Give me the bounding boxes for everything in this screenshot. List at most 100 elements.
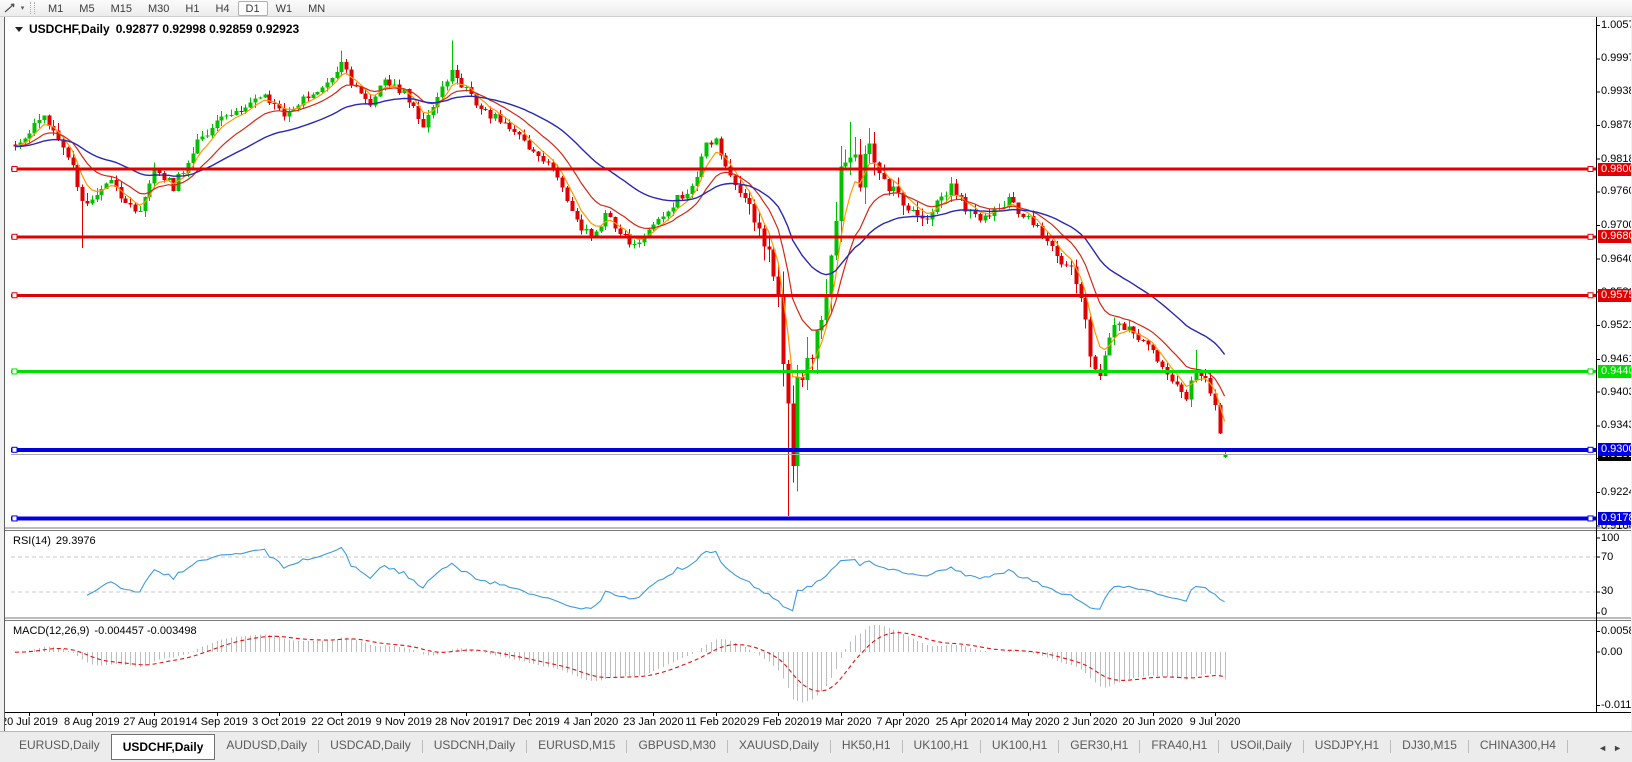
- timeframe-button-m15[interactable]: M15: [110, 2, 132, 15]
- date-axis-label: 20 Jul 2019: [4, 716, 58, 728]
- macd-axis-tick: -0.0115: [1601, 699, 1631, 711]
- rsi-value: 29.3976: [55, 535, 96, 547]
- date-axis-label: 9 Nov 2019: [375, 716, 432, 728]
- timeframe-button-h1[interactable]: H1: [185, 2, 200, 15]
- date-axis-label: 27 Aug 2019: [123, 716, 186, 728]
- tab-scroll-arrows: ◄ ►: [1598, 743, 1622, 753]
- price-axis-tick: 0.96400: [1601, 252, 1631, 265]
- line-price-label: 0.96800: [1598, 230, 1631, 244]
- price-axis-tick: 0.99385: [1601, 85, 1631, 98]
- tab-separator: [901, 739, 903, 753]
- chart-tab-ger30-h1[interactable]: GER30,H1: [1070, 738, 1129, 752]
- tab-separator: [1390, 739, 1392, 753]
- chart-tab-eurusd-m15[interactable]: EURUSD,M15: [538, 738, 616, 752]
- rsi-axis-tick: 100: [1601, 532, 1620, 544]
- chart-tab-china300-h4[interactable]: CHINA300,H4: [1479, 738, 1556, 752]
- chart-menu-caret-icon[interactable]: [15, 27, 23, 32]
- price-axis-tick: 0.97600: [1601, 185, 1631, 198]
- date-axis-label: 7 Apr 2020: [876, 716, 930, 728]
- chart-ohlc-values: 0.92877 0.92998 0.92859 0.92923: [115, 22, 300, 36]
- price-axis-tick: 0.95215: [1601, 319, 1631, 332]
- timeframe-button-m30[interactable]: M30: [147, 2, 170, 15]
- date-axis-label: 29 Feb 2020: [747, 716, 810, 728]
- timeframe-button-h4[interactable]: H4: [215, 2, 230, 15]
- chart-title: USDCHF,Daily 0.92877 0.92998 0.92859 0.9…: [15, 23, 299, 36]
- price-axis-tick: 0.94030: [1601, 385, 1631, 398]
- date-axis-label: 25 Apr 2020: [935, 716, 996, 728]
- chart-tab-xauusd-daily[interactable]: XAUUSD,Daily: [738, 738, 819, 752]
- price-axis-tick: 0.93430: [1601, 419, 1631, 432]
- tab-scroll-left-icon[interactable]: ◄: [1598, 743, 1608, 753]
- tab-separator: [626, 739, 628, 753]
- timeframe-buttons: M1 M5 M15 M30 H1 H4 D1 W1 MN: [40, 0, 333, 16]
- chart-tab-audusd-daily[interactable]: AUDUSD,Daily: [226, 738, 308, 752]
- toolbar-grip: [30, 2, 35, 14]
- chart-tab-gbpusd-m30[interactable]: GBPUSD,M30: [638, 738, 716, 752]
- price-axis-tick: 0.98185: [1601, 152, 1631, 165]
- tab-separator: [1467, 739, 1469, 753]
- chart-tab-uk100-h1[interactable]: UK100,H1: [991, 738, 1048, 752]
- price-axis-tick: 0.98785: [1601, 118, 1631, 131]
- timeframe-button-m1[interactable]: M1: [48, 2, 64, 15]
- price-axis-tick: 0.94615: [1601, 352, 1631, 365]
- tab-separator: [1566, 739, 1568, 753]
- rsi-label: RSI(14) 29.3976: [13, 535, 96, 548]
- date-axis-label: 14 May 2020: [995, 716, 1060, 728]
- macd-label: MACD(12,26,9) -0.004457 -0.003498: [13, 625, 197, 638]
- chart-tab-hk50-h1[interactable]: HK50,H1: [841, 738, 891, 752]
- tab-separator: [1139, 739, 1141, 753]
- chart-tab-bar: EURUSD,Daily USDCHF,Daily AUDUSD,Daily USDC…: [0, 731, 1632, 762]
- chart-tab-usdjpy-h1[interactable]: USDJPY,H1: [1314, 738, 1380, 752]
- rsi-axis-tick: 30: [1601, 585, 1614, 598]
- macd-axis-tick: 0.00581: [1601, 625, 1631, 637]
- chart-tab-usdcad-daily[interactable]: USDCAD,Daily: [330, 738, 411, 752]
- chart-tab-usdcnh-daily[interactable]: USDCNH,Daily: [433, 738, 516, 752]
- tab-separator: [829, 739, 831, 753]
- tab-separator: [1302, 739, 1304, 753]
- rsi-name: RSI(14): [13, 535, 51, 547]
- chart-tab-fra40-h1[interactable]: FRA40,H1: [1151, 738, 1208, 752]
- chart-symbol-period: USDCHF,Daily: [29, 22, 110, 36]
- tab-scroll-right-icon[interactable]: ►: [1613, 743, 1622, 753]
- date-axis-label: 11 Feb 2020: [685, 716, 747, 728]
- date-axis-label: 20 Jun 2020: [1122, 716, 1183, 728]
- price-axis-tick: 1.00570: [1601, 18, 1631, 31]
- line-price-label: 0.94400: [1598, 364, 1631, 378]
- chart-tab-eurusd-daily[interactable]: EURUSD,Daily: [19, 738, 100, 752]
- macd-values: -0.004457 -0.003498: [94, 625, 197, 637]
- tab-separator: [726, 739, 728, 753]
- date-axis-label: 14 Sep 2019: [185, 716, 248, 728]
- rsi-axis-tick: 70: [1601, 550, 1614, 563]
- macd-axis-tick: 0.00: [1601, 645, 1623, 658]
- date-axis-label: 17 Dec 2019: [497, 716, 560, 728]
- date-axis-label: 19 Mar 2020: [809, 716, 872, 728]
- date-axis-label: 2 Jun 2020: [1062, 716, 1118, 728]
- rsi-axis-tick: 0: [1601, 606, 1608, 618]
- date-axis-label: 8 Aug 2019: [63, 716, 120, 728]
- date-axis-label: 9 Jul 2020: [1189, 716, 1241, 728]
- line-tool-icon[interactable]: [3, 2, 18, 15]
- chart-canvas[interactable]: [5, 17, 1631, 731]
- timeframe-button-m5[interactable]: M5: [79, 2, 95, 15]
- chart-tab-usoil-daily[interactable]: USOil,Daily: [1230, 738, 1292, 752]
- date-axis-label: 23 Jan 2020: [623, 716, 684, 728]
- macd-name: MACD(12,26,9): [13, 625, 90, 637]
- chart-tab-uk100-h1[interactable]: UK100,H1: [913, 738, 969, 752]
- tab-separator: [1058, 739, 1060, 753]
- price-axis-tick: 0.97000: [1601, 219, 1631, 232]
- date-axis-label: 3 Oct 2019: [252, 716, 306, 728]
- timeframe-button-mn[interactable]: MN: [308, 2, 326, 15]
- chart-tab-dj30-m15[interactable]: DJ30,M15: [1402, 738, 1457, 752]
- price-axis-tick: 0.92245: [1601, 485, 1631, 498]
- chart-tab-usdchf-daily[interactable]: USDCHF,Daily: [110, 734, 216, 760]
- dropdown-caret-icon[interactable]: ▾: [20, 5, 25, 12]
- timeframe-button-d1[interactable]: D1: [237, 0, 268, 16]
- timeframe-button-w1[interactable]: W1: [275, 2, 293, 15]
- date-axis-label: 4 Jan 2020: [563, 716, 619, 728]
- line-price-label: 0.98008: [1598, 162, 1631, 176]
- line-price-label: 0.95758: [1598, 288, 1631, 302]
- tab-separator: [1218, 739, 1220, 753]
- timeframe-toolbar: ▾ M1 M5 M15 M30 H1 H4 D1 W1 MN: [0, 0, 1632, 17]
- date-axis-label: 22 Oct 2019: [311, 716, 372, 728]
